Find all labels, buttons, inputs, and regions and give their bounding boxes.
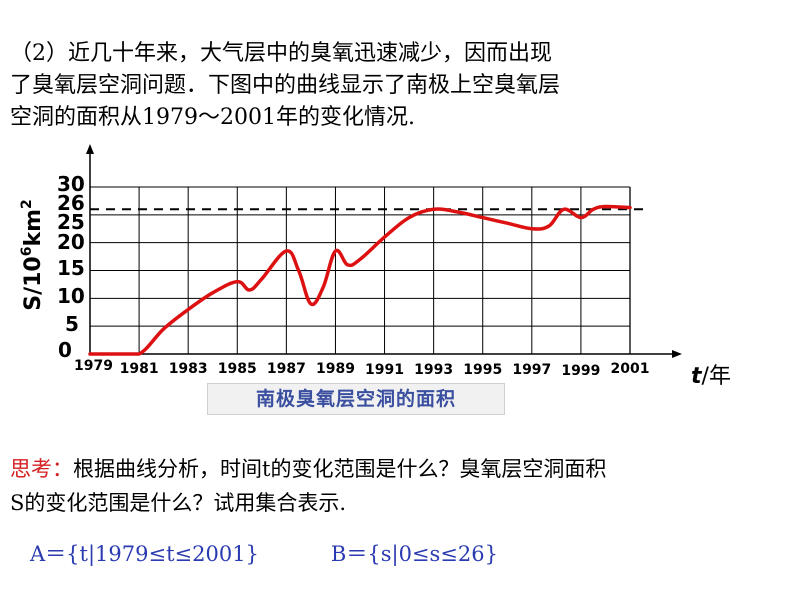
intro-line-1: （2）近几十年来，大气层中的臭氧迅速减少，因而出现 (10, 41, 552, 66)
x-tick-label: 1985 (218, 361, 257, 377)
x-tick-labels: 1979 1981 1983 1985 1987 1989 1991 1993 1995 1997… (74, 358, 649, 379)
x-tick-label: 1993 (414, 362, 453, 378)
set-a: A＝{t|1979≤t≤2001} (30, 542, 259, 566)
think-label: 思考： (10, 457, 73, 481)
x-tick-label: 1995 (463, 362, 502, 378)
x-tick-label: 1991 (365, 362, 404, 378)
x-tick-label: 1997 (512, 362, 551, 378)
think-question: 思考：根据曲线分析，时间t的变化范围是什么？臭氧层空洞面积 S的变化范围是什么？… (10, 452, 790, 520)
chart-grid (89, 186, 631, 355)
x-tick-label: 1987 (267, 361, 306, 377)
x-tick-label: 1979 (74, 358, 113, 374)
x-tick-label: 1981 (120, 361, 159, 377)
y-tick-label: 25 (57, 210, 85, 234)
chart-axes (86, 144, 682, 358)
x-tick-label: 2001 (611, 361, 650, 377)
y-tick-label: 5 (65, 312, 79, 336)
y-axis-label: S/106km2 (19, 199, 46, 311)
x-tick-label: 1989 (316, 361, 355, 377)
x-axis-arrow (672, 350, 682, 358)
x-axis-label: t/年 (691, 364, 731, 389)
x-tick-label: 1983 (169, 361, 208, 377)
intro-line-2: 了臭氧层空洞问题．下图中的曲线显示了南极上空臭氧层 (10, 73, 561, 98)
set-answers: A＝{t|1979≤t≤2001} B＝{s|0≤s≤26} (30, 538, 498, 568)
y-tick-label: 0 (58, 338, 72, 362)
chart-caption: 南极臭氧层空洞的面积 (207, 383, 505, 415)
intro-text: （2）近几十年来，大气层中的臭氧迅速减少，因而出现 了臭氧层空洞问题．下图中的曲… (10, 38, 710, 134)
ozone-area-curve (88, 204, 632, 356)
think-line-1-text: 根据曲线分析，时间t的变化范围是什么？臭氧层空洞面积 (73, 457, 607, 481)
think-line-1: 思考：根据曲线分析，时间t的变化范围是什么？臭氧层空洞面积 (10, 452, 790, 486)
y-axis-arrow (86, 144, 94, 154)
y-tick-label: 15 (57, 256, 85, 280)
set-b: B＝{s|0≤s≤26} (330, 542, 498, 566)
y-tick-label: 30 (57, 172, 85, 196)
x-tick-label: 1999 (561, 363, 600, 379)
y-tick-label: 20 (57, 230, 85, 254)
intro-line-3: 空洞的面积从1979～2001年的变化情况. (10, 105, 415, 130)
y-tick-label: 10 (57, 284, 85, 308)
think-line-2: S的变化范围是什么？试用集合表示. (10, 491, 347, 515)
y-tick-label: 26 (57, 191, 85, 215)
